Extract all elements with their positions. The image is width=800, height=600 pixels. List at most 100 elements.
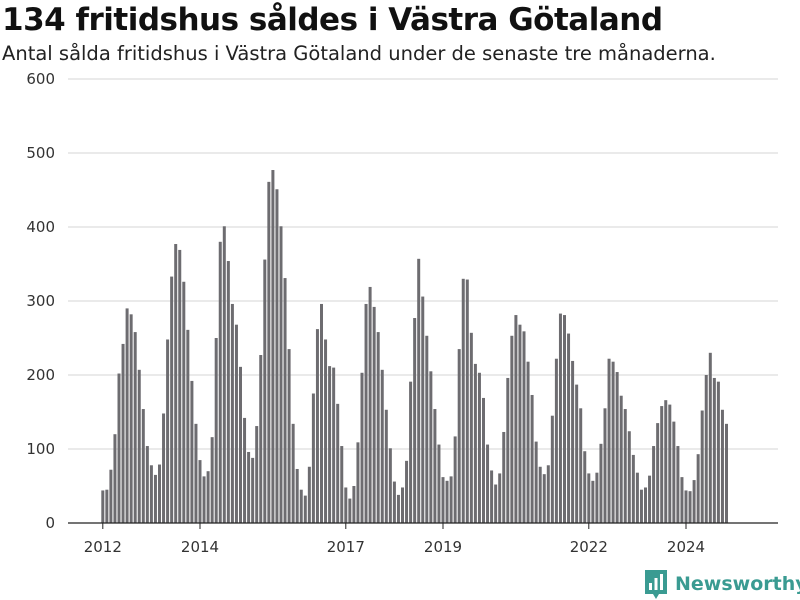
- bar: [226, 261, 230, 523]
- bar: [494, 484, 498, 523]
- bar: [473, 363, 477, 523]
- chart-title: 134 fritidshus såldes i Västra Götaland: [2, 2, 663, 38]
- bar: [591, 480, 595, 523]
- bar: [275, 189, 279, 523]
- bar: [684, 490, 688, 523]
- bar: [255, 426, 259, 523]
- bar: [429, 371, 433, 523]
- bar: [364, 303, 368, 523]
- bar: [105, 489, 109, 523]
- x-tick-label: 2022: [570, 538, 608, 556]
- bar: [526, 361, 530, 523]
- latest-value-label: 134: [717, 0, 748, 4]
- bar: [672, 421, 676, 523]
- bar: [401, 487, 404, 523]
- bar: [141, 409, 145, 523]
- bar: [125, 308, 129, 523]
- bar: [194, 423, 198, 523]
- bar: [299, 489, 303, 523]
- bar: [676, 446, 680, 523]
- bar: [648, 475, 652, 523]
- bar: [384, 409, 388, 523]
- bar: [611, 361, 615, 523]
- bar: [457, 349, 461, 523]
- bar: [344, 487, 348, 523]
- bar: [639, 489, 643, 523]
- bar: [571, 360, 575, 523]
- bar: [538, 466, 542, 523]
- bar: [230, 303, 234, 523]
- bar: [696, 454, 700, 523]
- bar: [554, 358, 558, 523]
- x-tick-label: 2014: [181, 538, 219, 556]
- bar: [247, 451, 251, 523]
- bar: [182, 281, 186, 523]
- bar: [567, 333, 571, 523]
- bar: [101, 490, 105, 523]
- bar: [692, 480, 696, 523]
- bar: [656, 423, 660, 523]
- y-tick-label: 100: [26, 440, 55, 458]
- bar: [263, 259, 267, 523]
- bar: [320, 303, 323, 523]
- bar: [271, 170, 275, 523]
- x-tick-label: 2019: [424, 538, 462, 556]
- bar: [336, 403, 340, 523]
- bar: [279, 226, 283, 523]
- bar: [664, 400, 668, 523]
- bar: [413, 318, 417, 523]
- bar: [712, 377, 716, 523]
- bar: [477, 372, 481, 523]
- bar: [409, 381, 413, 523]
- brand-logo: Newsworthy: [643, 568, 800, 600]
- bar: [145, 446, 149, 523]
- bar: [287, 349, 291, 523]
- bar: [206, 471, 210, 523]
- bar: [461, 278, 465, 523]
- bar: [587, 473, 591, 523]
- bar: [162, 413, 166, 523]
- bar: [490, 470, 494, 523]
- bar: [725, 423, 728, 523]
- bar: [360, 372, 364, 523]
- bar: [510, 335, 514, 523]
- bar: [380, 369, 384, 523]
- bar: [660, 406, 664, 523]
- bar: [121, 343, 125, 523]
- bar: [311, 393, 315, 523]
- bar: [542, 474, 546, 523]
- bar: [186, 329, 190, 523]
- bar: [315, 329, 319, 523]
- bar: [332, 367, 336, 523]
- bar: [356, 442, 360, 523]
- x-tick-label: 2017: [327, 538, 365, 556]
- bar: [558, 313, 562, 523]
- bar: [652, 446, 656, 523]
- bar: [117, 373, 121, 523]
- x-tick-label: 2012: [84, 538, 122, 556]
- bar: [340, 446, 344, 523]
- bar: [449, 476, 453, 523]
- bar: [149, 465, 153, 523]
- bar: [291, 423, 295, 523]
- bar: [190, 380, 194, 523]
- bar: [376, 332, 380, 523]
- bar: [506, 377, 510, 523]
- bar: [482, 397, 485, 523]
- bar: [417, 258, 421, 523]
- bar: [433, 409, 437, 523]
- y-tick-label: 0: [45, 514, 55, 532]
- bar: [546, 465, 550, 523]
- bar: [498, 473, 502, 523]
- bar: [368, 286, 372, 523]
- bar: [295, 468, 299, 523]
- bar: [575, 384, 579, 523]
- newsworthy-logo-icon: [645, 570, 667, 599]
- bars: [101, 170, 728, 524]
- y-tick-label: 600: [26, 70, 55, 88]
- bar: [615, 372, 619, 523]
- bar: [720, 409, 724, 523]
- bar: [534, 441, 538, 523]
- bar: [563, 315, 566, 523]
